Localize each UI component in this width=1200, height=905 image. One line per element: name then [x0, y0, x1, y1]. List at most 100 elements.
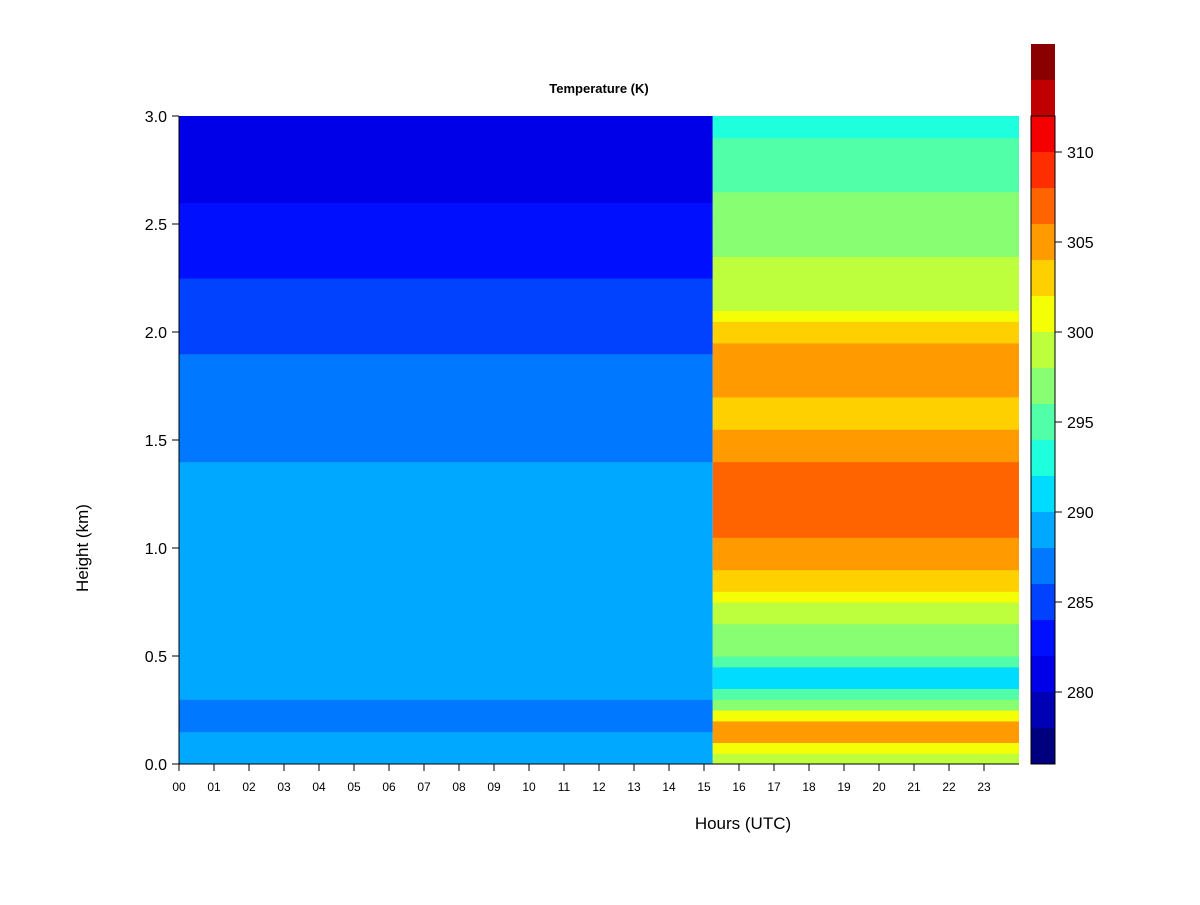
x-tick-label: 19: [837, 780, 851, 794]
heatmap-cell: [179, 310, 713, 322]
chart-title: Temperature (K): [549, 81, 648, 96]
heatmap-cell: [712, 267, 1019, 279]
x-tick-label: 23: [977, 780, 991, 794]
x-tick-label: 06: [382, 780, 396, 794]
heatmap-cell: [179, 558, 713, 571]
heatmap-cell: [179, 353, 713, 365]
heatmap-cell: [179, 288, 713, 301]
x-tick-label: 09: [487, 780, 501, 794]
heatmap-cell: [179, 396, 713, 409]
heatmap-cell: [712, 602, 1019, 614]
heatmap-cell: [179, 321, 713, 333]
colorbar-swatch: [1031, 116, 1055, 152]
heatmap-cell: [179, 332, 713, 344]
heatmap-cell: [712, 191, 1019, 203]
heatmap-cell: [179, 375, 713, 387]
heatmap-cell: [712, 504, 1019, 517]
heatmap-cell: [179, 224, 713, 236]
heatmap-cell: [179, 407, 713, 419]
heatmap-cell: [179, 418, 713, 430]
heatmap-cell: [179, 126, 713, 139]
colorbar-tick-label: 310: [1067, 145, 1094, 162]
heatmap-cell: [179, 202, 713, 214]
x-axis: 00 01 02 03 04 05 06 07 08 09 10 11 12 13 14 15 16 17 18 19…: [172, 763, 1019, 794]
y-tick-label: 2.5: [145, 217, 167, 234]
heatmap-cell: [179, 170, 713, 182]
heatmap-cell: [179, 634, 713, 646]
heatmap-cell: [712, 234, 1019, 247]
heatmap-cell: [179, 612, 713, 625]
heatmap-cell: [179, 580, 713, 592]
heatmap-cell: [712, 645, 1019, 657]
heatmap-cell: [712, 569, 1019, 581]
colorbar-tick-label: 285: [1067, 595, 1094, 612]
colorbar-swatch: [1031, 332, 1055, 368]
heatmap-cell: [712, 126, 1019, 139]
heatmap-cell: [179, 548, 713, 560]
heatmap-cell: [712, 753, 1019, 764]
heatmap-cell: [712, 688, 1019, 700]
heatmap-cell: [712, 612, 1019, 625]
heatmap-cell: [179, 148, 713, 160]
heatmap-cell: [712, 386, 1019, 398]
heatmap-cell: [712, 591, 1019, 603]
heatmap-cell: [179, 440, 713, 452]
y-tick-label: 0.5: [145, 649, 167, 666]
heatmap-cell: [179, 720, 713, 733]
heatmap-cell: [712, 375, 1019, 387]
heatmap-cell: [179, 483, 713, 495]
x-tick-label: 00: [172, 780, 186, 794]
heatmap-cell: [712, 245, 1019, 257]
heatmap-cell: [712, 656, 1019, 668]
heatmap-cell: [712, 526, 1019, 538]
heatmap-cell: [179, 602, 713, 614]
colorbar-swatch: [1031, 404, 1055, 440]
heatmap-cell: [179, 116, 713, 128]
heatmap-cell: [712, 440, 1019, 452]
heatmap-cell: [712, 418, 1019, 430]
heatmap-cell: [179, 753, 713, 764]
heatmap-cell: [712, 180, 1019, 193]
heatmap-cell: [179, 159, 713, 171]
heatmap-cell: [179, 191, 713, 203]
heatmap-cell: [179, 742, 713, 754]
x-tick-label: 13: [627, 780, 641, 794]
heatmap-cell: [179, 342, 713, 355]
heatmap-cell: [712, 137, 1019, 149]
x-tick-label: 22: [942, 780, 956, 794]
colorbar-tick-label: 280: [1067, 685, 1094, 702]
heatmap-cell: [712, 558, 1019, 571]
heatmap-cell: [712, 515, 1019, 527]
x-tick-label: 20: [872, 780, 886, 794]
heatmap-cell: [179, 688, 713, 700]
y-tick-label: 0.0: [145, 757, 167, 774]
heatmap-cell: [712, 364, 1019, 376]
y-tick-label: 2.0: [145, 325, 167, 342]
heatmap-cell: [712, 353, 1019, 365]
heatmap-cell: [712, 321, 1019, 333]
heatmap-cell: [712, 396, 1019, 409]
y-tick-label: 3.0: [145, 109, 167, 126]
heatmap-cell: [712, 310, 1019, 322]
heatmap-cell: [712, 677, 1019, 689]
heatmap-cell: [179, 180, 713, 193]
colorbar-tick-label: 290: [1067, 505, 1094, 522]
heatmap-cell: [712, 170, 1019, 182]
x-tick-label: 16: [732, 780, 746, 794]
heatmap-cell: [712, 116, 1019, 128]
heatmap-cell: [179, 267, 713, 279]
colorbar-swatch: [1031, 44, 1055, 80]
heatmap-cell: [712, 342, 1019, 355]
x-tick-label: 21: [907, 780, 921, 794]
colorbar-swatch: [1031, 476, 1055, 512]
heatmap-cell: [712, 429, 1019, 441]
x-tick-label: 11: [558, 780, 571, 794]
heatmap-cell: [179, 234, 713, 247]
colorbar-tick-label: 305: [1067, 235, 1094, 252]
x-tick-label: 01: [207, 780, 221, 794]
heatmap-cell: [179, 710, 713, 722]
colorbar-swatch: [1031, 368, 1055, 404]
colorbar-swatch: [1031, 224, 1055, 260]
heatmap-cell: [712, 450, 1019, 463]
heatmap-cell: [179, 699, 713, 711]
